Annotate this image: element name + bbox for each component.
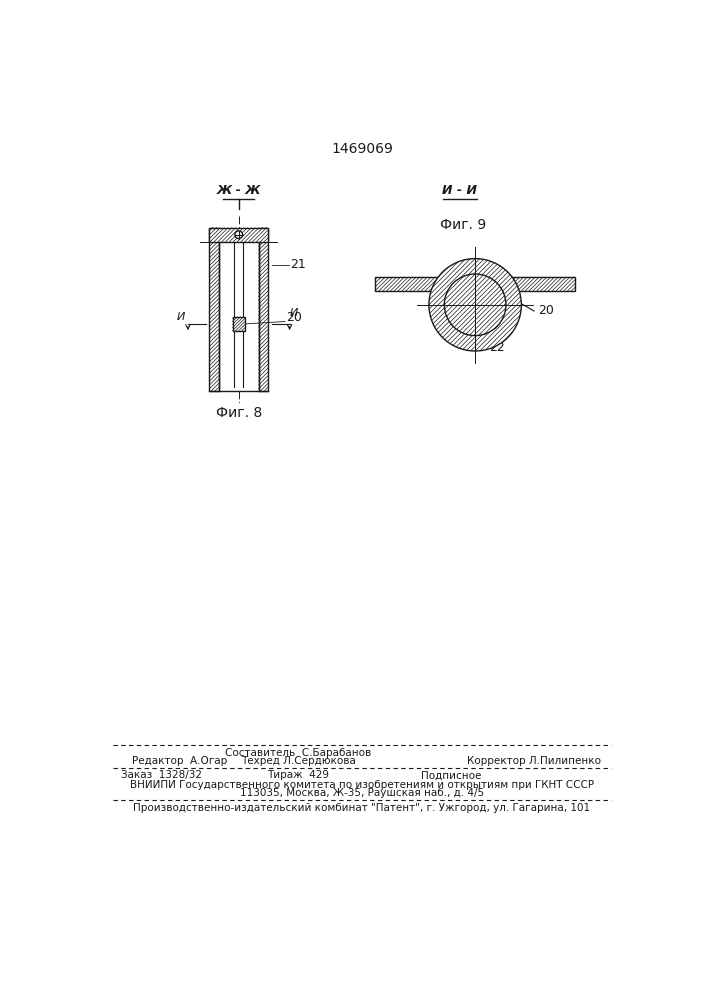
Text: Тираж  429: Тираж 429 [267, 770, 329, 780]
Circle shape [444, 274, 506, 336]
Text: 1469069: 1469069 [331, 142, 393, 156]
Bar [233, 317, 245, 331]
Bar [375, 277, 575, 291]
Text: Заказ  1328/32: Заказ 1328/32 [121, 770, 202, 780]
Text: ВНИИПИ Государственного комитета по изобретениям и открытиям при ГКНТ СССР: ВНИИПИ Государственного комитета по изоб… [130, 780, 594, 790]
Bar [218, 242, 259, 391]
Text: И: И [177, 312, 185, 322]
Text: Фиг. 9: Фиг. 9 [440, 218, 486, 232]
Text: Техред Л.Сердюкова: Техред Л.Сердюкова [240, 756, 356, 766]
Text: И - И: И - И [443, 184, 477, 197]
Text: И: И [289, 308, 298, 318]
Bar [209, 228, 268, 242]
Text: Корректор Л.Пилипенко: Корректор Л.Пилипенко [467, 756, 602, 766]
Text: 20: 20 [538, 304, 554, 317]
Circle shape [429, 259, 521, 351]
Circle shape [235, 231, 243, 239]
Text: 22: 22 [489, 341, 505, 354]
Text: Фиг. 8: Фиг. 8 [216, 406, 262, 420]
Text: Составитель  С.Барабанов: Составитель С.Барабанов [225, 748, 371, 758]
Text: 113035, Москва, Ж-35, Раушская наб., д. 4/5: 113035, Москва, Ж-35, Раушская наб., д. … [240, 788, 484, 798]
Text: Производственно-издательский комбинат "Патент", г. Ужгород, ул. Гагарина, 101: Производственно-издательский комбинат "П… [134, 803, 590, 813]
Text: 20: 20 [286, 311, 303, 324]
Text: 21: 21 [291, 258, 306, 271]
Bar [209, 228, 218, 391]
Text: Ж - Ж: Ж - Ж [216, 184, 261, 197]
Text: Редактор  А.Огар: Редактор А.Огар [132, 756, 228, 766]
Bar [259, 228, 268, 391]
Text: Подписное: Подписное [421, 770, 481, 780]
